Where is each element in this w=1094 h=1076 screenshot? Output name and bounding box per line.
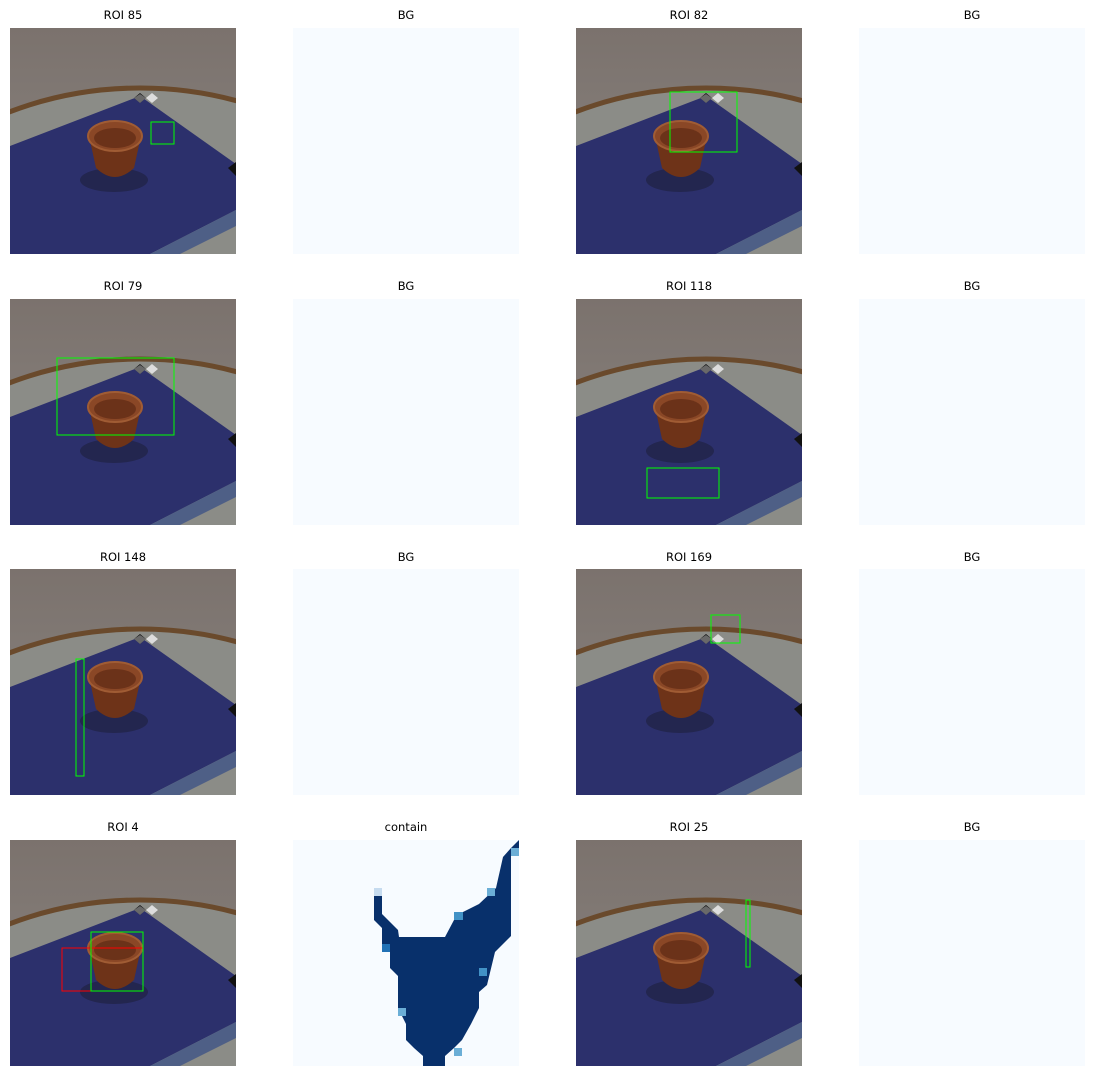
roi-image xyxy=(406,28,1006,568)
panel-title: ROI 85 xyxy=(104,8,143,22)
panel-title: ROI 118 xyxy=(666,279,712,293)
panel-title: BG xyxy=(398,8,415,22)
roi-image xyxy=(406,299,1006,839)
roi-image xyxy=(0,28,440,568)
panel-title: ROI 4 xyxy=(107,820,138,834)
roi-image xyxy=(0,299,440,839)
panel-title: ROI 148 xyxy=(100,550,146,564)
mask-image xyxy=(293,299,519,525)
panel-title: BG xyxy=(964,8,981,22)
panel-title: BG xyxy=(398,550,415,564)
roi-image xyxy=(0,840,440,1076)
panel-title: BG xyxy=(964,550,981,564)
panel-title: ROI 82 xyxy=(670,8,709,22)
roi-image xyxy=(406,569,1006,1076)
panel-title: BG xyxy=(964,279,981,293)
mask-image xyxy=(859,28,1085,254)
panel-title: ROI 79 xyxy=(104,279,143,293)
panel-title: BG xyxy=(964,820,981,834)
mask-image xyxy=(293,569,519,795)
roi-image xyxy=(0,569,440,1076)
mask-image xyxy=(859,299,1085,525)
mask-image xyxy=(859,569,1085,795)
mask-image xyxy=(293,840,519,1066)
panel-title: ROI 25 xyxy=(670,820,709,834)
titles: ROI 85 BG ROI 82 BG ROI 79 BG ROI 118 BG… xyxy=(100,8,980,834)
panel-title: BG xyxy=(398,279,415,293)
roi-image xyxy=(406,840,1006,1076)
mask-image xyxy=(859,840,1085,1066)
panel-title: contain xyxy=(385,820,428,834)
panel-title: ROI 169 xyxy=(666,550,712,564)
mask-image xyxy=(293,28,519,254)
